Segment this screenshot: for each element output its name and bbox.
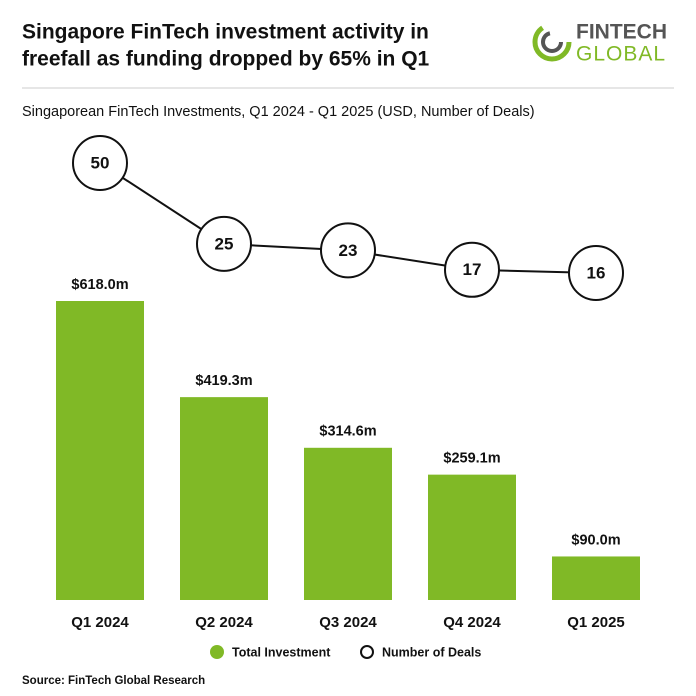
legend-label: Number of Deals bbox=[382, 645, 481, 659]
deal-marker bbox=[320, 222, 376, 279]
deal-marker bbox=[196, 215, 252, 272]
source: Source: FinTech Global Research bbox=[22, 675, 205, 687]
legend-label: Total Investment bbox=[232, 645, 331, 659]
value-label: $90.0m bbox=[571, 532, 620, 548]
x-tick-label: Q3 2024 bbox=[319, 614, 377, 631]
deal-label: 25 bbox=[215, 234, 234, 253]
bar bbox=[56, 301, 144, 600]
bar bbox=[552, 556, 640, 600]
x-tick-label: Q4 2024 bbox=[443, 614, 501, 631]
chart-title: Singapore FinTech investment activity in bbox=[22, 21, 429, 44]
chart-subtitle: Singaporean FinTech Investments, Q1 2024… bbox=[22, 104, 535, 120]
logo-text: FINTECH bbox=[576, 21, 667, 44]
value-label: $618.0m bbox=[71, 277, 128, 293]
deal-label: 16 bbox=[587, 263, 606, 282]
deal-marker bbox=[568, 245, 624, 301]
deal-marker bbox=[444, 241, 500, 298]
x-tick-label: Q2 2024 bbox=[195, 614, 253, 631]
bar bbox=[180, 397, 268, 600]
chart-title: freefall as funding dropped by 65% in Q1 bbox=[22, 48, 430, 71]
x-tick-label: Q1 2025 bbox=[567, 614, 625, 631]
value-label: $259.1m bbox=[443, 450, 500, 466]
bar bbox=[304, 447, 392, 600]
value-label: $314.6m bbox=[319, 424, 376, 440]
bar bbox=[428, 474, 516, 600]
logo-icon bbox=[541, 31, 563, 53]
legend-swatch bbox=[210, 645, 224, 659]
deal-label: 50 bbox=[91, 153, 110, 172]
logo: FINTECH GLOBAL bbox=[532, 21, 667, 66]
logo-text: GLOBAL bbox=[576, 43, 666, 66]
logo-icon bbox=[532, 22, 572, 62]
x-tick-label: Q1 2024 bbox=[71, 614, 129, 631]
deal-label: 23 bbox=[339, 241, 358, 260]
value-label: $419.3m bbox=[195, 373, 252, 389]
deal-label: 17 bbox=[463, 260, 482, 279]
legend-swatch bbox=[360, 645, 374, 659]
deal-marker bbox=[72, 135, 128, 191]
